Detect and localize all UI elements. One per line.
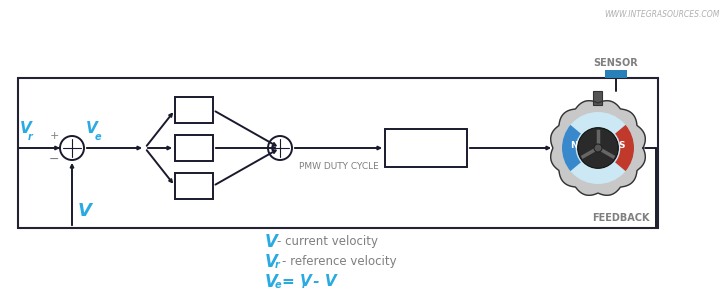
Bar	[594, 91, 602, 105]
Text: - reference velocity: - reference velocity	[282, 256, 397, 268]
Text: PMW DUTY CYCLE: PMW DUTY CYCLE	[299, 162, 378, 171]
Text: r: r	[302, 280, 307, 290]
Text: D: D	[188, 178, 200, 194]
Text: e: e	[275, 280, 281, 290]
Text: FEEDBACK: FEEDBACK	[592, 213, 650, 223]
Wedge shape	[615, 125, 634, 171]
Bar	[605, 70, 627, 78]
Text: e: e	[95, 132, 102, 142]
Text: V: V	[78, 202, 92, 220]
Text: V: V	[86, 121, 98, 136]
Bar	[175, 97, 213, 123]
Text: = V: = V	[282, 274, 312, 290]
Bar	[385, 129, 467, 167]
Text: DRIVER: DRIVER	[400, 142, 452, 154]
Text: - current velocity: - current velocity	[277, 236, 378, 248]
Text: V: V	[20, 121, 32, 136]
Text: V: V	[265, 233, 278, 251]
Text: V: V	[265, 273, 278, 291]
Text: r: r	[28, 132, 33, 142]
Wedge shape	[562, 125, 581, 171]
Circle shape	[594, 144, 602, 152]
Text: V: V	[265, 253, 278, 271]
Text: P: P	[188, 103, 199, 118]
Text: S: S	[618, 142, 625, 151]
Text: r: r	[275, 260, 280, 270]
Text: SENSOR: SENSOR	[594, 58, 639, 68]
Text: −: −	[49, 153, 59, 166]
Bar	[175, 135, 213, 161]
Bar	[175, 173, 213, 199]
Text: I: I	[191, 140, 196, 155]
Bar	[18, 78, 658, 228]
Polygon shape	[551, 101, 645, 195]
Text: - V: - V	[308, 274, 336, 290]
Text: +: +	[49, 131, 59, 141]
Circle shape	[562, 112, 634, 184]
Circle shape	[578, 128, 618, 168]
Text: WWW.INTEGRASOURCES.COM: WWW.INTEGRASOURCES.COM	[605, 10, 720, 19]
Text: N: N	[570, 142, 578, 151]
